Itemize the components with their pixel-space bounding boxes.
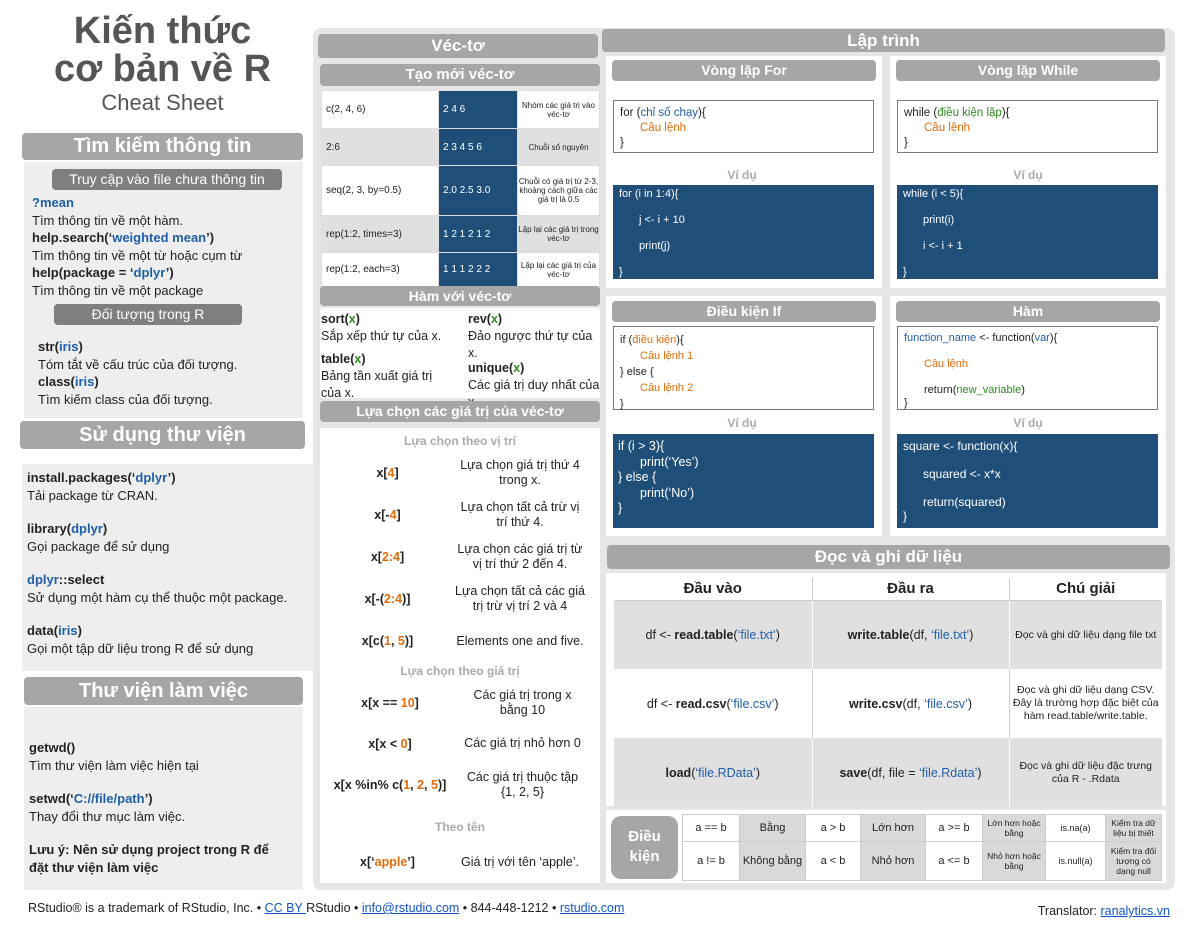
sel-name-label: Theo tên xyxy=(435,820,485,834)
fn-header: Hàm xyxy=(896,301,1160,322)
vec-header: Véc-tơ xyxy=(318,34,598,58)
title-line3: Cheat Sheet xyxy=(101,90,224,115)
vec-sel-panel xyxy=(320,428,600,883)
io-row: df <- read.csv(‘file.csv’) write.csv(df,… xyxy=(614,669,1162,738)
page-title: Kiến thức cơ bản về R Cheat Sheet xyxy=(20,12,305,116)
if-syntax: if (điều kiện){ Câu lệnh 1 } else { Câu … xyxy=(613,326,874,410)
sel-pos-label: Lựa chọn theo vị trí xyxy=(403,434,517,448)
vec-fn-3: table(x) Bảng tần xuất giá trị của x. xyxy=(321,352,433,400)
wd-panel xyxy=(24,707,303,890)
lib-items: install.packages(‘dplyr’) Tải package từ… xyxy=(27,470,288,656)
translator-link[interactable]: ranalytics.vn xyxy=(1100,904,1170,918)
wd-items: getwd() Tìm thư viện làm việc hiện tại s… xyxy=(29,740,269,875)
sel-val-label: Lựa chọn theo giá trị xyxy=(400,664,520,678)
cond-table: a == b Bằng a > b Lớn hơn a >= b Lớn hơn… xyxy=(682,814,1162,882)
vec-fn-panel xyxy=(320,308,600,398)
for-header: Vòng lặp For xyxy=(612,60,876,81)
io-row: df <- read.table(‘file.txt’) write.table… xyxy=(614,600,1162,669)
io-row: load(‘file.RData’) save(df, file = ‘file… xyxy=(614,738,1162,807)
sel-val-list: x[x == 10] Các giá trị trong x bằng 10 x[… xyxy=(333,687,581,799)
wd-header: Thư viện làm việc xyxy=(24,677,303,705)
while-example: while (i < 5){ print(i) i <- i + 1 } xyxy=(897,185,1158,279)
cond-label: Điều kiện xyxy=(611,816,678,879)
vec-fn-header: Hàm với véc-tơ xyxy=(320,286,600,306)
email-link[interactable]: info@rstudio.com xyxy=(361,901,460,915)
fn-syntax: function_name <- function(var){ Câu lệnh… xyxy=(897,326,1158,410)
if-example-label: Ví dụ xyxy=(727,416,757,430)
obj-code-2: class(iris) xyxy=(38,374,99,389)
help-desc-1: Tìm thông tin về một hàm. xyxy=(32,212,184,228)
io-header: Đọc và ghi dữ liệu xyxy=(607,545,1170,569)
sel-name-row: x[‘apple’] Giá trị với tên ‘apple’. xyxy=(360,854,579,870)
io-col-in: Đầu vào xyxy=(614,578,813,601)
lib-panel xyxy=(22,464,320,671)
fn-example-label: Ví dụ xyxy=(1013,416,1043,430)
translator: Translator: ranalytics.vn xyxy=(1037,904,1170,918)
help-desc-2: Tìm thông tin về một từ hoặc cụm từ xyxy=(32,247,243,263)
help-code-3: help(package = ‘dplyr’) xyxy=(32,265,174,280)
help-items: ?mean Tìm thông tin về một hàm. help.sea… xyxy=(32,194,300,299)
help-sub2: Đối tượng trong R xyxy=(54,304,242,325)
while-syntax: while (điều kiện lặp){ Câu lệnh } xyxy=(897,100,1158,153)
help-code-2: help.search(‘weighted mean’) xyxy=(32,230,215,245)
vec-sel-header: Lựa chọn các giá trị của véc-tơ xyxy=(320,401,600,422)
title-line2: cơ bản về R xyxy=(53,48,272,90)
if-example: if (i > 3){ print(‘Yes’) } else { print(… xyxy=(613,434,874,528)
vec-fn-2: rev(x) Đảo ngược thứ tự của x. xyxy=(468,312,593,360)
help-panel xyxy=(24,162,303,418)
obj-items: str(iris) Tóm tắt về cấu trúc của đối tư… xyxy=(38,338,300,408)
footer: RStudio® is a trademark of RStudio, Inc.… xyxy=(28,901,625,915)
prog-header: Lập trình xyxy=(602,29,1165,52)
vec-create-table: c(2, 4, 6) 2 4 6 Nhóm các giá trị vào véc-… xyxy=(321,90,600,287)
vec-fn-4: unique(x)Các giá trị duy nhất của x xyxy=(468,361,600,409)
obj-desc-1: Tóm tắt về cấu trúc của đối tượng. xyxy=(38,356,238,372)
for-syntax: for (chỉ số chạy){ Câu lệnh } xyxy=(613,100,874,153)
vec-create-header: Tạo mới véc-tơ xyxy=(320,64,600,86)
cc-link[interactable]: CC BY xyxy=(264,901,307,915)
obj-code-1: str(iris) xyxy=(38,339,83,354)
help-sub1: Truy cập vào file chưa thông tin xyxy=(52,169,282,190)
for-example: for (i in 1:4){ j <- i + 10 print(j) } xyxy=(613,185,874,279)
help-header: Tìm kiếm thông tin xyxy=(22,133,303,160)
help-desc-3: Tìm thông tin về một package xyxy=(32,282,204,298)
title-line1: Kiến thức xyxy=(73,10,252,52)
vec-fn-1: sort(x) Sắp xếp thứ tự của x. xyxy=(321,312,442,343)
while-example-label: Ví dụ xyxy=(1013,168,1043,182)
lib-header: Sử dụng thư viện xyxy=(20,421,305,449)
io-table: Đầu vào Đầu ra Chú giải df <- read.table… xyxy=(614,578,1162,807)
rstudio-link[interactable]: rstudio.com xyxy=(559,901,625,915)
sel-pos-list: x[4] Lựa chọn giá trị thứ 4 trong x. x[-4… xyxy=(361,458,585,648)
obj-desc-2: Tìm kiếm class của đối tượng. xyxy=(38,391,213,407)
while-header: Vòng lặp While xyxy=(896,60,1160,81)
io-col-out: Đầu ra xyxy=(812,578,1010,601)
for-example-label: Ví dụ xyxy=(727,168,757,182)
help-code-1: ?mean xyxy=(32,195,74,210)
fn-example: square <- function(x){ squared <- x*x re… xyxy=(897,434,1158,528)
if-header: Điều kiện If xyxy=(612,301,876,322)
io-col-note: Chú giải xyxy=(1009,578,1162,601)
